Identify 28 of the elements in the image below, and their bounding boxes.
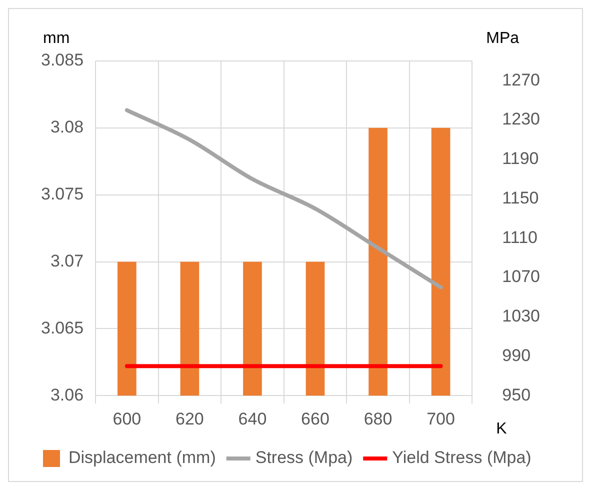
y2-tick-label: 990: [502, 346, 531, 365]
x-tick-label: 640: [238, 409, 267, 428]
legend-label: Stress (Mpa): [255, 448, 353, 468]
y-tick-label: 3.06: [50, 385, 84, 404]
y2-tick-label: 950: [502, 385, 531, 404]
y2-axis-title: MPa: [486, 30, 520, 47]
x-tick-label: 660: [301, 409, 330, 428]
y-tick-label: 3.065: [40, 318, 84, 338]
x-tick-label: 700: [426, 409, 455, 428]
x-tick-label: 680: [364, 409, 392, 428]
y-tick-label: 3.075: [40, 184, 84, 204]
legend-label: Displacement (mm): [68, 448, 216, 468]
x-axis-title: K: [496, 420, 508, 438]
x-tick-label: 600: [112, 409, 142, 428]
y-tick-label: 3.07: [50, 251, 84, 270]
y2-tick-label: 1150: [502, 188, 539, 208]
y2-tick-label: 1030: [502, 306, 540, 326]
y2-tick-label: 1110: [502, 228, 538, 247]
y2-tick-label: 1190: [502, 149, 539, 168]
y-tick-label: 3.085: [40, 50, 84, 70]
y2-tick-label: 1070: [502, 267, 540, 286]
y2-tick-label: 1270: [502, 70, 540, 90]
legend-label: Yield Stress (Mpa): [392, 448, 532, 468]
x-tick-label: 620: [176, 409, 204, 428]
line-series: [124, 108, 443, 290]
y-tick-label: 3.08: [50, 118, 84, 137]
y-axis-title: mm: [43, 30, 70, 47]
y2-tick-label: 1230: [502, 110, 540, 129]
